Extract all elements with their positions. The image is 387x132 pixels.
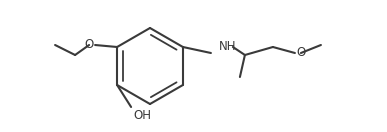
Text: NH: NH	[219, 41, 236, 53]
Text: OH: OH	[133, 109, 151, 122]
Text: O: O	[85, 39, 94, 51]
Text: O: O	[296, 46, 305, 60]
